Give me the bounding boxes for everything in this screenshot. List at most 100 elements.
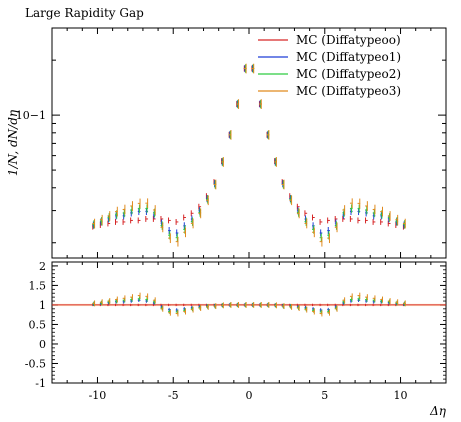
ratio-panel-frame bbox=[51, 261, 447, 384]
ratio-point bbox=[312, 308, 315, 315]
data-point bbox=[296, 208, 300, 219]
legend-label: MC (Diffatypeo1) bbox=[296, 50, 401, 64]
data-point bbox=[311, 214, 315, 221]
data-point bbox=[289, 195, 293, 206]
ratio-point bbox=[349, 303, 353, 307]
ratio-panel-ticks: 2 1.5 1 0.5 0 -0.5 -1 -10 -5 0 5 10 bbox=[25, 260, 447, 402]
ratio-point bbox=[228, 302, 232, 308]
ratio-point bbox=[289, 303, 293, 310]
data-point bbox=[243, 63, 247, 74]
data-point bbox=[304, 210, 308, 217]
ratio-panel: 2 1.5 1 0.5 0 -0.5 -1 -10 -5 0 5 10 bbox=[25, 260, 447, 402]
ratio-point bbox=[357, 292, 361, 299]
ratio-point bbox=[402, 300, 406, 307]
ratio-point bbox=[342, 297, 346, 304]
data-point bbox=[145, 204, 149, 213]
ratio-point bbox=[107, 303, 111, 307]
ratio-point bbox=[114, 303, 118, 307]
data-point bbox=[213, 179, 217, 190]
ratio-point bbox=[266, 302, 270, 308]
data-point bbox=[402, 218, 406, 229]
ratio-point bbox=[221, 302, 224, 309]
ratio-point bbox=[334, 303, 338, 307]
data-point bbox=[266, 130, 270, 140]
ratio-point bbox=[160, 305, 164, 312]
x-tick-label: 10 bbox=[394, 389, 408, 402]
ratio-point bbox=[175, 310, 179, 317]
ratio-point bbox=[152, 297, 156, 304]
data-point bbox=[122, 218, 126, 225]
ratio-point bbox=[380, 296, 384, 303]
data-point bbox=[349, 204, 353, 213]
ratio-y-tick-label: 1 bbox=[39, 299, 46, 312]
ratio-point bbox=[145, 293, 149, 300]
ratio-y-tick-label: -0.5 bbox=[25, 357, 46, 370]
data-point bbox=[168, 226, 171, 235]
ratio-point bbox=[319, 303, 323, 307]
ratio-point bbox=[342, 303, 346, 307]
x-tick-label: -10 bbox=[89, 389, 107, 402]
legend-label: MC (Diffatypeoo) bbox=[296, 33, 401, 47]
ratio-point bbox=[99, 299, 103, 306]
data-point bbox=[168, 233, 171, 244]
ratio-point bbox=[311, 303, 315, 307]
data-point bbox=[357, 198, 361, 209]
data-point bbox=[145, 216, 149, 222]
ratio-point bbox=[372, 295, 376, 302]
main-panel-points bbox=[92, 63, 406, 247]
data-point bbox=[296, 203, 300, 210]
data-point bbox=[175, 218, 179, 225]
data-point bbox=[319, 236, 323, 247]
ratio-point bbox=[357, 303, 361, 307]
data-point bbox=[137, 204, 141, 213]
data-point bbox=[380, 206, 384, 217]
ratio-point bbox=[205, 303, 209, 310]
data-point bbox=[175, 229, 179, 237]
ratio-point bbox=[387, 298, 391, 304]
data-point bbox=[175, 236, 179, 247]
data-point bbox=[342, 216, 346, 222]
ratio-point bbox=[190, 306, 194, 313]
ratio-point bbox=[130, 303, 133, 307]
data-point bbox=[198, 203, 202, 210]
data-point bbox=[198, 208, 202, 219]
ratio-point bbox=[137, 303, 141, 307]
data-point bbox=[349, 216, 353, 222]
ratio-point bbox=[183, 303, 186, 307]
ratio-point bbox=[122, 303, 126, 307]
data-point bbox=[334, 216, 338, 222]
data-point bbox=[319, 218, 323, 225]
data-point bbox=[251, 63, 255, 74]
data-point bbox=[236, 99, 240, 109]
data-point bbox=[372, 204, 376, 215]
data-point bbox=[380, 218, 383, 225]
data-point bbox=[281, 179, 285, 190]
ratio-point bbox=[198, 303, 202, 307]
ratio-point bbox=[145, 303, 149, 307]
ratio-point bbox=[92, 300, 96, 307]
data-point bbox=[190, 218, 194, 229]
data-point bbox=[259, 99, 262, 109]
data-point bbox=[387, 220, 391, 227]
ratio-point bbox=[365, 294, 368, 301]
ratio-point bbox=[304, 303, 308, 307]
ratio-point bbox=[349, 297, 353, 302]
ratio-point bbox=[304, 306, 308, 313]
ratio-point bbox=[168, 309, 171, 316]
data-point bbox=[274, 157, 277, 167]
ratio-point bbox=[395, 299, 399, 306]
ratio-point bbox=[160, 303, 164, 307]
data-point bbox=[319, 229, 323, 237]
data-point bbox=[327, 226, 330, 235]
ratio-point bbox=[137, 296, 141, 302]
main-panel: 10−1 bbox=[16, 27, 447, 259]
data-point bbox=[312, 227, 315, 238]
legend-label: MC (Diffatypeo3) bbox=[296, 84, 401, 98]
data-point bbox=[357, 217, 361, 224]
data-point bbox=[130, 217, 133, 224]
data-point bbox=[221, 157, 224, 167]
legend-label: MC (Diffatypeo2) bbox=[296, 67, 401, 81]
data-point bbox=[160, 216, 164, 222]
data-point bbox=[387, 211, 391, 221]
ratio-panel-points bbox=[92, 292, 406, 317]
